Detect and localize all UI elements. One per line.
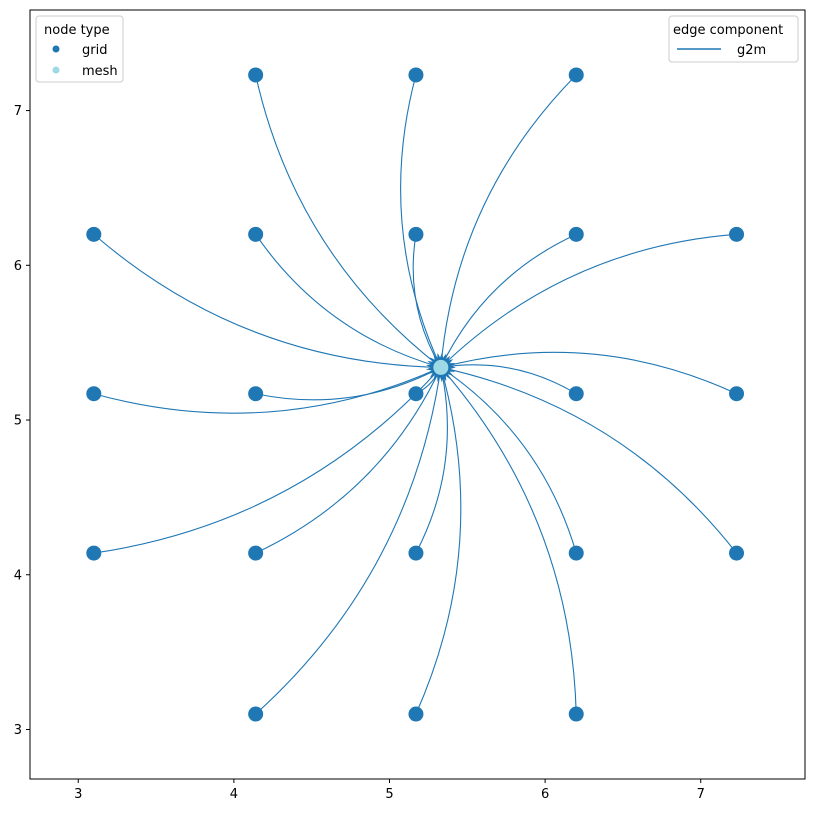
edge-arrowhead <box>446 363 456 368</box>
nodes-layer <box>86 67 745 722</box>
grid-node <box>568 386 584 402</box>
y-tick-label: 5 <box>14 414 22 429</box>
grid-node <box>86 226 102 242</box>
grid-node <box>408 706 424 722</box>
edges-layer <box>93 74 737 715</box>
g2m-edge <box>412 234 442 368</box>
grid-node <box>729 545 745 561</box>
g2m-edge <box>440 366 737 554</box>
g2m-edge <box>255 74 442 368</box>
grid-node <box>568 706 584 722</box>
grid-node <box>729 226 745 242</box>
grid-node <box>568 545 584 561</box>
grid-node <box>408 67 424 83</box>
g2m-edge <box>440 366 577 554</box>
grid-node <box>568 67 584 83</box>
x-tick-label: 7 <box>697 787 705 802</box>
legend-edge-component-title: edge component <box>673 23 783 38</box>
g2m-edge <box>255 366 442 401</box>
g2m-edge <box>93 366 442 414</box>
grid-node <box>86 386 102 402</box>
plot-frame <box>29 9 806 780</box>
grid-node <box>248 226 264 242</box>
grid-node <box>86 545 102 561</box>
grid-node <box>408 386 424 402</box>
x-tick-label: 6 <box>541 787 549 802</box>
g2m-edge <box>440 74 577 368</box>
g2m-edge <box>400 74 442 368</box>
legend-edge-component: edge component g2m <box>668 15 799 63</box>
g2m-edge <box>440 364 577 395</box>
y-tick-label: 3 <box>14 723 22 738</box>
legend-mesh-label: mesh <box>82 64 118 79</box>
g2m-edge <box>440 367 577 715</box>
g2m-edge <box>255 367 442 554</box>
x-tick-label: 3 <box>74 787 82 802</box>
grid-node <box>248 545 264 561</box>
y-tick-label: 6 <box>14 259 22 274</box>
legend-node-type: node type grid mesh <box>35 15 124 83</box>
legend-grid-marker <box>52 45 60 53</box>
legend-grid-label: grid <box>82 43 107 58</box>
grid-node <box>729 386 745 402</box>
legend-g2m-label: g2m <box>737 43 766 58</box>
g2m-edge <box>255 234 441 368</box>
g2m-edge <box>440 351 737 395</box>
legend-edge-component-box <box>668 15 799 63</box>
g2m-edge <box>415 367 448 554</box>
g2m-edge <box>440 233 577 368</box>
mesh-node <box>433 359 449 375</box>
x-tick-label: 5 <box>385 787 393 802</box>
grid-node <box>408 226 424 242</box>
g2m-edge <box>255 367 442 715</box>
g2m-edge <box>415 367 462 715</box>
grid-node <box>248 706 264 722</box>
grid-node <box>248 67 264 83</box>
grid-node <box>408 545 424 561</box>
grid-node <box>248 386 264 402</box>
y-tick-label: 7 <box>14 104 22 119</box>
grid-node <box>568 226 584 242</box>
x-tick-label: 4 <box>230 787 238 802</box>
legend-mesh-marker <box>52 66 60 74</box>
g2m-edge <box>93 233 441 368</box>
g2m-edge <box>93 367 442 554</box>
legend-node-type-box <box>35 15 124 83</box>
y-tick-label: 4 <box>14 568 22 583</box>
ticks-layer: 3 4 5 6 7 3 4 5 6 7 <box>14 104 705 802</box>
g2m-edge <box>440 233 737 368</box>
legend-node-type-title: node type <box>44 23 110 38</box>
